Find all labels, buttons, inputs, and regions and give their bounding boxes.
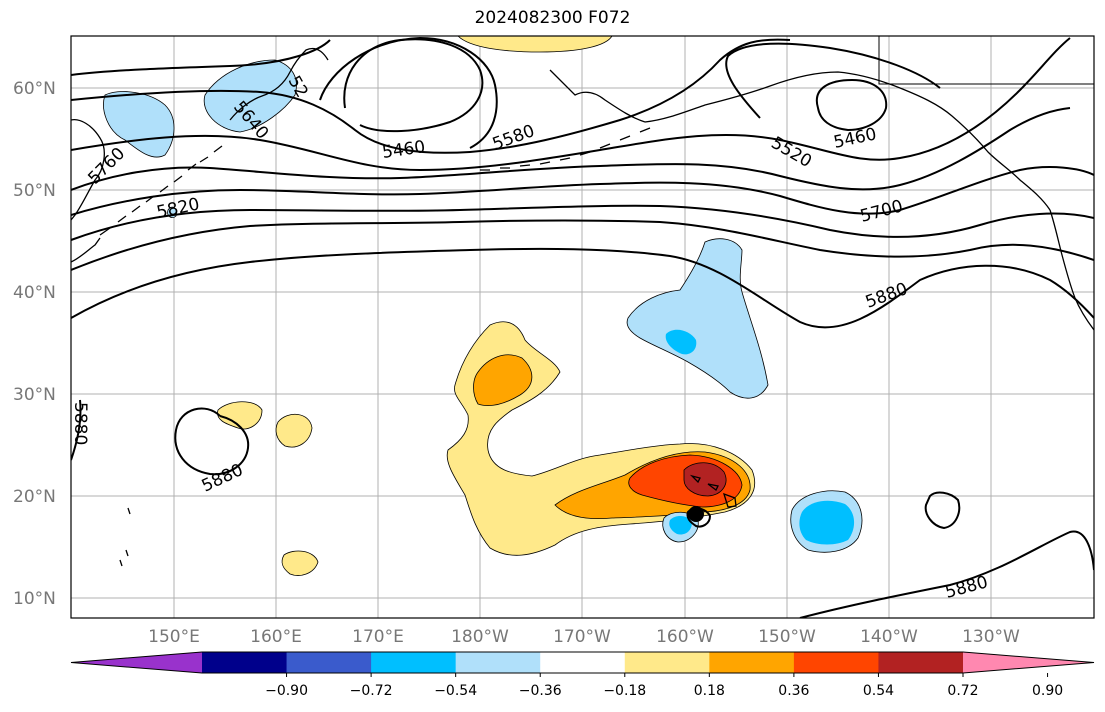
contour-main-1	[71, 39, 331, 76]
lon-label-140w: 140°W	[860, 627, 918, 647]
lon-label-160w: 160°W	[656, 627, 714, 647]
colorbar-tick-label: 0.18	[694, 683, 725, 699]
contour-small-east	[924, 491, 961, 530]
colorbar-segment	[371, 652, 457, 673]
hawaii-maui	[707, 483, 719, 491]
latitude-labels: 60°N 50°N 40°N 30°N 20°N 10°N	[13, 79, 56, 609]
lat-label-40: 40°N	[13, 283, 56, 303]
anomaly-shading	[103, 36, 863, 576]
shade-se-deep-blue	[799, 500, 855, 545]
colorbar-segment	[878, 652, 964, 673]
contour-main-3	[71, 37, 1071, 172]
lat-label-30: 30°N	[13, 385, 56, 405]
wake-islands	[119, 507, 131, 567]
gridlines	[71, 36, 1094, 618]
hawaii-big-island	[722, 492, 737, 508]
pacific-nw-coast	[1049, 209, 1094, 331]
contour-5880-north	[71, 247, 1094, 329]
shade-east-deep-blue	[665, 329, 697, 355]
lon-label-150e: 150°E	[148, 627, 200, 647]
contour-5820	[71, 219, 1094, 271]
lat-label-50: 50°N	[13, 181, 56, 201]
colorbar-outline	[70, 651, 1095, 674]
coastlines	[71, 36, 1094, 567]
colorbar-segment	[455, 652, 541, 673]
lon-label-160e: 160°E	[250, 627, 302, 647]
lon-label-130w: 130°W	[962, 627, 1020, 647]
hawaii-oahu	[689, 474, 701, 484]
lat-label-20: 20°N	[13, 487, 56, 507]
shade-small-yellow-1	[217, 401, 263, 430]
map-frame	[70, 35, 1095, 619]
contour-5700	[71, 166, 1094, 216]
colorbar-extend-high	[963, 652, 1094, 673]
contour-5460-trough	[343, 38, 484, 133]
map-title: 2024082300 F072	[474, 8, 631, 28]
height-contours	[71, 36, 1094, 618]
shade-sw-hawaii-deep-blue	[669, 516, 692, 535]
shade-small-yellow-3	[281, 550, 319, 576]
colorbar-tick-label: −0.90	[265, 683, 308, 699]
colorbar-segment	[624, 652, 710, 673]
kamchatka-coast	[71, 119, 105, 221]
lon-label-180w: 180°W	[451, 627, 509, 647]
map-panel: 5640 52 5760 5820 5460 5580 5520 5460 57…	[70, 36, 1094, 618]
contour-5460-ne	[815, 78, 888, 132]
colorbar-extend-low	[71, 652, 202, 673]
contour-5760	[71, 204, 1094, 241]
yukon-border	[878, 36, 1094, 85]
colorbar: −0.90 −0.72 −0.54 −0.36 −0.18 0.18 0.36 0.54 0.7…	[70, 651, 1095, 699]
colorbar-segment	[709, 652, 795, 673]
contour-5880-se	[799, 530, 1094, 618]
contour-5880-leftedge	[71, 399, 82, 461]
colorbar-segment	[202, 652, 288, 673]
lat-label-60: 60°N	[13, 79, 56, 99]
contour-label-5880-left: 5880	[70, 402, 90, 445]
lon-label-150w: 150°W	[758, 627, 816, 647]
aleutian-islands	[480, 127, 651, 171]
colorbar-tick-label: 0.90	[1032, 683, 1063, 699]
contour-main-4	[71, 107, 1071, 191]
colorbar-tick-label: −0.72	[350, 683, 393, 699]
contour-main-2	[71, 38, 791, 154]
alaska-west-coast	[549, 69, 646, 123]
colorbar-tick-label: 0.54	[863, 683, 894, 699]
colorbar-tick-label: −0.54	[434, 683, 477, 699]
shade-central-orange-north	[473, 354, 533, 406]
shade-central-dark-red	[683, 462, 727, 497]
chukotka-coast	[229, 47, 329, 121]
station-dot	[688, 506, 704, 522]
colorbar-segment	[286, 652, 372, 673]
colorbar-tick-label: −0.36	[519, 683, 562, 699]
shade-nw-light-blue	[103, 91, 175, 158]
shade-east-light-blue	[626, 238, 769, 399]
contour-5520-east	[725, 42, 941, 119]
contour-5880-west-closed	[174, 407, 250, 476]
lon-label-170e: 170°E	[352, 627, 404, 647]
colorbar-tick-label: −0.18	[603, 683, 646, 699]
colorbar-tick-label: 0.36	[778, 683, 809, 699]
lat-label-10: 10°N	[13, 589, 56, 609]
longitude-labels: 150°E 160°E 170°E 180°W 170°W 160°W 150°…	[148, 627, 1020, 647]
colorbar-tick-label: 0.72	[947, 683, 978, 699]
shade-top-yellow	[457, 36, 613, 53]
contour-5520-west	[319, 36, 498, 149]
colorbar-segment	[540, 652, 626, 673]
colorbar-segment	[793, 652, 879, 673]
alaska-south-coast	[644, 71, 1051, 211]
lon-label-170w: 170°W	[553, 627, 611, 647]
shade-small-yellow-2	[275, 414, 313, 448]
japan-coast	[71, 237, 101, 263]
